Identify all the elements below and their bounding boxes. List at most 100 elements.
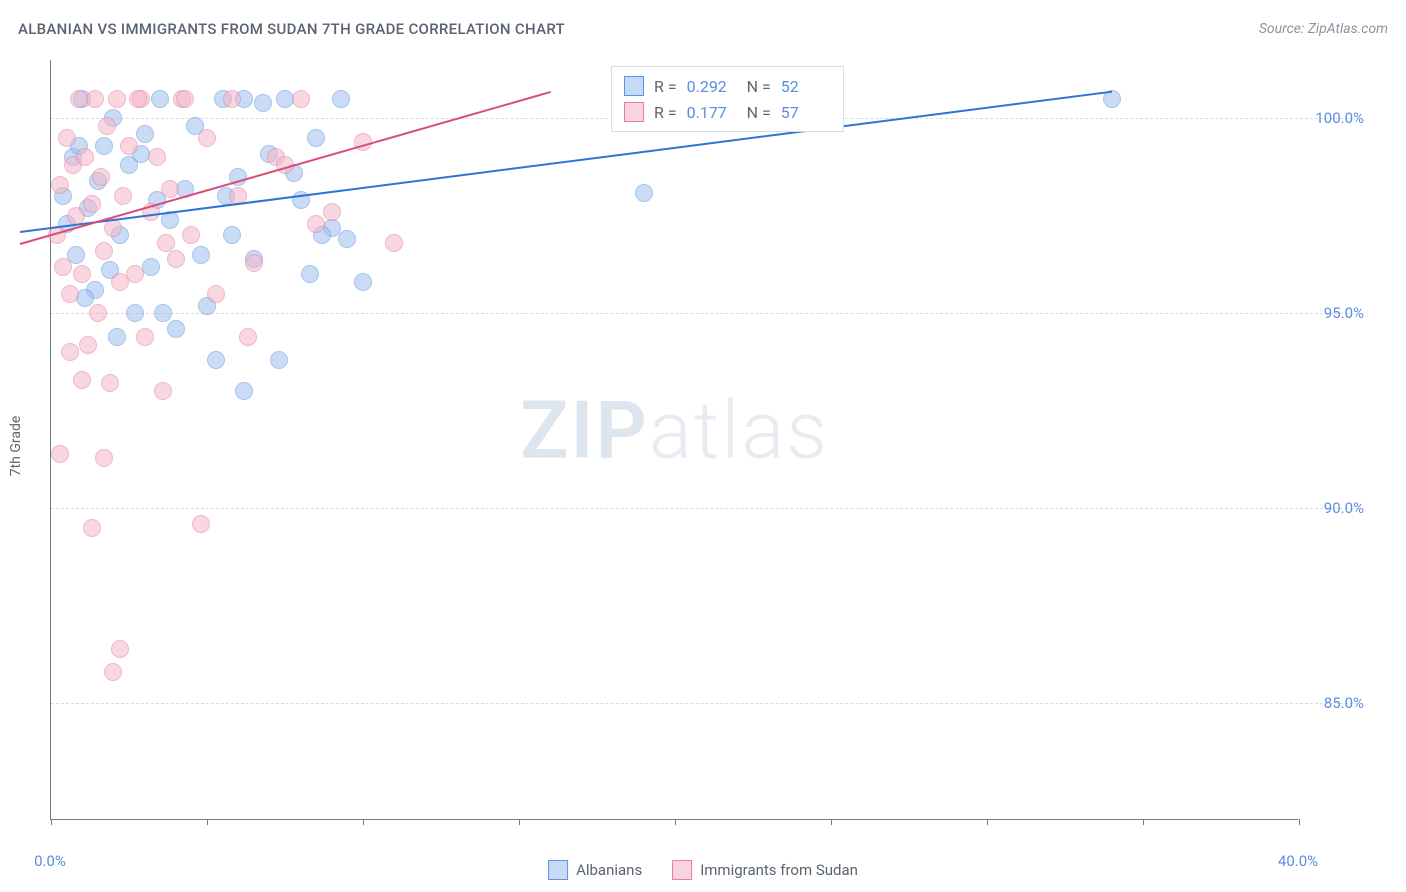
stats-row: R = 0.177 N = 57: [624, 99, 831, 125]
scatter-point: [114, 187, 132, 205]
y-tick-label: 90.0%: [1306, 499, 1364, 517]
scatter-point: [323, 203, 341, 221]
y-tick-label: 85.0%: [1306, 694, 1364, 712]
scatter-point: [223, 90, 241, 108]
scatter-point: [86, 90, 104, 108]
scatter-point: [120, 137, 138, 155]
scatter-point: [95, 449, 113, 467]
scatter-point: [108, 328, 126, 346]
scatter-point: [73, 371, 91, 389]
x-tick-mark: [51, 819, 52, 825]
r-label: R =: [654, 103, 677, 122]
scatter-point: [154, 382, 172, 400]
scatter-point: [332, 90, 350, 108]
title-bar: ALBANIAN VS IMMIGRANTS FROM SUDAN 7TH GR…: [18, 16, 1388, 42]
x-tick-mark: [987, 819, 988, 825]
scatter-point: [235, 382, 253, 400]
swatch-icon: [624, 102, 644, 122]
chart-container: ALBANIAN VS IMMIGRANTS FROM SUDAN 7TH GR…: [0, 0, 1406, 892]
legend-item: Immigrants from Sudan: [672, 860, 858, 880]
scatter-point: [270, 351, 288, 369]
gridline: [51, 313, 1358, 314]
r-label: R =: [654, 77, 677, 96]
x-tick-mark: [1299, 819, 1300, 825]
trend-line: [20, 91, 1112, 233]
scatter-point: [167, 250, 185, 268]
legend-label: Immigrants from Sudan: [700, 861, 858, 879]
x-tick-label: 0.0%: [34, 852, 66, 870]
scatter-point: [129, 90, 147, 108]
scatter-point: [161, 180, 179, 198]
scatter-point: [176, 90, 194, 108]
chart-title: ALBANIAN VS IMMIGRANTS FROM SUDAN 7TH GR…: [18, 20, 565, 38]
n-label: N =: [747, 103, 771, 122]
scatter-point: [101, 374, 119, 392]
watermark-bold: ZIP: [520, 383, 649, 477]
scatter-point: [95, 242, 113, 260]
scatter-point: [111, 640, 129, 658]
scatter-point: [61, 285, 79, 303]
scatter-point: [192, 515, 210, 533]
watermark-light: atlas: [649, 383, 829, 477]
x-tick-mark: [1143, 819, 1144, 825]
scatter-point: [192, 246, 210, 264]
scatter-point: [104, 663, 122, 681]
y-tick-label: 95.0%: [1306, 304, 1364, 322]
scatter-point: [51, 445, 69, 463]
scatter-point: [108, 90, 126, 108]
scatter-point: [154, 304, 172, 322]
x-tick-mark: [675, 819, 676, 825]
r-value: 0.292: [687, 77, 737, 96]
n-label: N =: [747, 77, 771, 96]
scatter-point: [292, 90, 310, 108]
scatter-point: [54, 258, 72, 276]
scatter-point: [76, 148, 94, 166]
legend-label: Albanians: [576, 861, 642, 879]
scatter-point: [254, 94, 272, 112]
x-tick-mark: [207, 819, 208, 825]
r-value: 0.177: [687, 103, 737, 122]
scatter-point: [239, 328, 257, 346]
scatter-point: [635, 184, 653, 202]
source-label: Source: ZipAtlas.com: [1259, 21, 1388, 37]
y-tick-label: 100.0%: [1306, 109, 1364, 127]
scatter-point: [76, 289, 94, 307]
swatch-icon: [548, 860, 568, 880]
swatch-icon: [672, 860, 692, 880]
scatter-point: [198, 129, 216, 147]
gridline: [51, 508, 1358, 509]
legend-item: Albanians: [548, 860, 642, 880]
scatter-point: [207, 351, 225, 369]
scatter-point: [301, 265, 319, 283]
scatter-point: [142, 258, 160, 276]
scatter-point: [151, 90, 169, 108]
scatter-point: [89, 304, 107, 322]
x-tick-label: 40.0%: [1278, 852, 1318, 870]
x-tick-mark: [363, 819, 364, 825]
scatter-point: [58, 129, 76, 147]
legend: Albanians Immigrants from Sudan: [548, 860, 858, 880]
scatter-point: [157, 234, 175, 252]
stats-box: R =0.292N =52R =0.177N =57: [611, 66, 844, 132]
plot-area: ZIPatlas 85.0%90.0%95.0%100.0%R =0.292N …: [50, 60, 1298, 820]
scatter-point: [148, 148, 166, 166]
scatter-point: [51, 176, 69, 194]
scatter-point: [83, 195, 101, 213]
scatter-point: [83, 519, 101, 537]
scatter-point: [126, 304, 144, 322]
scatter-point: [223, 226, 241, 244]
scatter-point: [385, 234, 403, 252]
scatter-point: [61, 343, 79, 361]
swatch-icon: [624, 76, 644, 96]
n-value: 57: [781, 103, 831, 122]
scatter-point: [73, 265, 91, 283]
scatter-point: [95, 137, 113, 155]
scatter-point: [307, 129, 325, 147]
y-axis-label: 7th Grade: [8, 416, 24, 477]
watermark: ZIPatlas: [520, 383, 829, 477]
scatter-point: [182, 226, 200, 244]
scatter-point: [354, 273, 372, 291]
scatter-point: [92, 168, 110, 186]
stats-row: R =0.292N =52: [624, 73, 831, 99]
scatter-point: [207, 285, 225, 303]
